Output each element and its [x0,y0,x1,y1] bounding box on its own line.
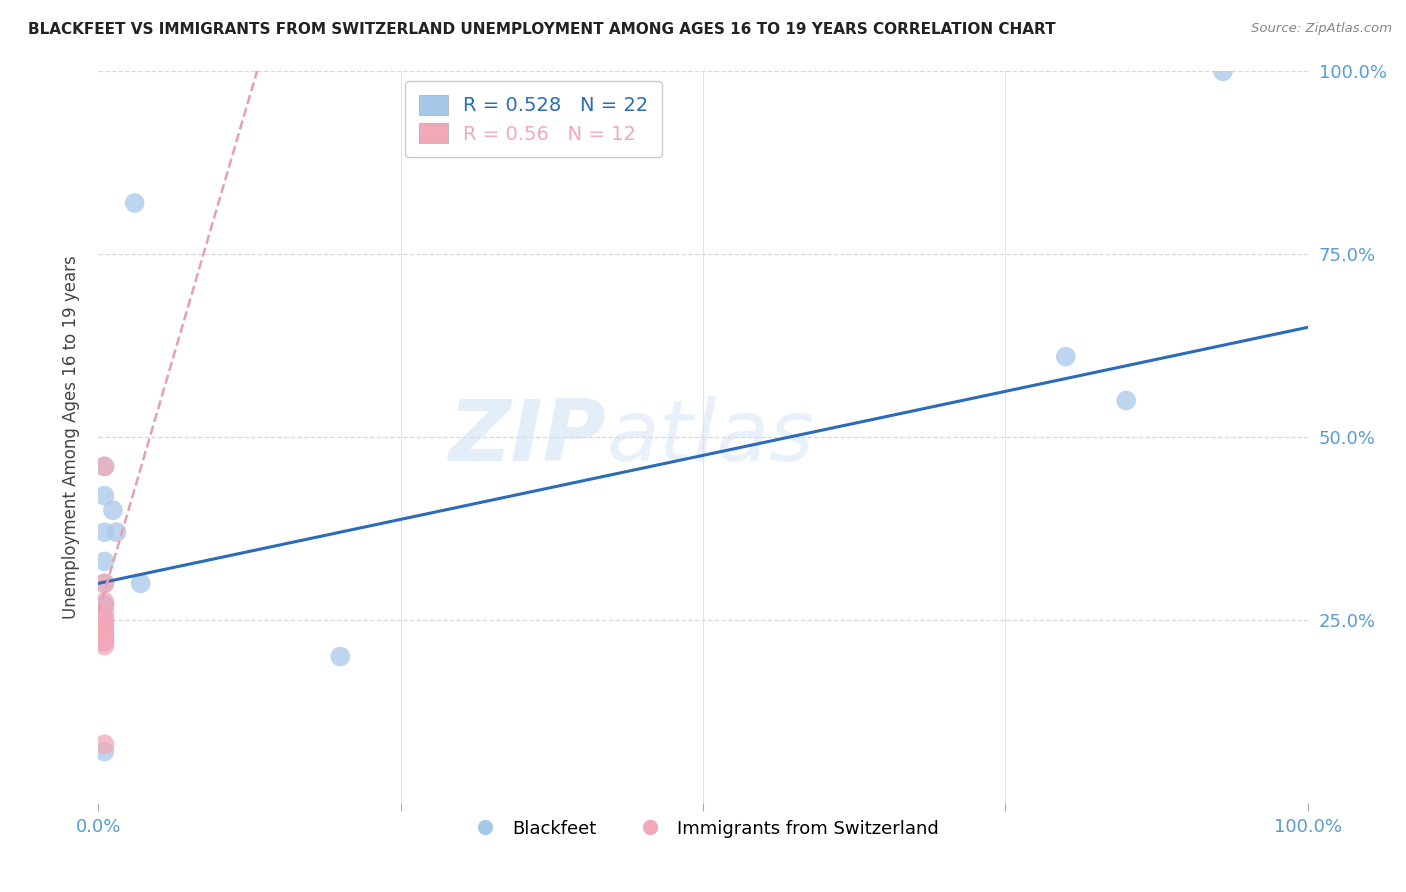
Point [93,459,115,474]
Point [93,613,115,627]
Point [93,576,115,591]
Point [1115,393,1137,408]
Point [93,576,115,591]
Point [93,606,115,620]
Point [93,632,115,646]
Point [93,525,115,540]
Point [93,599,115,613]
Point [93,635,115,649]
Point [93,459,115,474]
Point [93,737,115,751]
Legend: Blackfeet, Immigrants from Switzerland: Blackfeet, Immigrants from Switzerland [460,813,946,845]
Text: atlas: atlas [606,395,814,479]
Point [101,503,124,517]
Point [124,196,146,211]
Point [93,599,115,613]
Point [93,554,115,568]
Point [105,525,128,540]
Point [93,624,115,638]
Point [93,599,115,613]
Point [93,639,115,653]
Point [329,649,352,664]
Point [1212,64,1234,78]
Point [129,576,152,591]
Y-axis label: Unemployment Among Ages 16 to 19 years: Unemployment Among Ages 16 to 19 years [62,255,80,619]
Point [93,627,115,641]
Point [1054,350,1077,364]
Point [93,627,115,641]
Text: Source: ZipAtlas.com: Source: ZipAtlas.com [1251,22,1392,36]
Point [93,620,115,634]
Text: ZIP: ZIP [449,395,606,479]
Point [93,745,115,759]
Point [93,635,115,649]
Point [93,489,115,503]
Point [93,613,115,627]
Point [93,616,115,631]
Point [93,594,115,608]
Text: BLACKFEET VS IMMIGRANTS FROM SWITZERLAND UNEMPLOYMENT AMONG AGES 16 TO 19 YEARS : BLACKFEET VS IMMIGRANTS FROM SWITZERLAND… [28,22,1056,37]
Point [93,627,115,641]
